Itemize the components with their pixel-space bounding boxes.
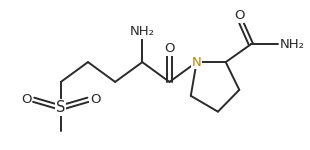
Text: O: O [90, 93, 100, 106]
Text: O: O [164, 42, 175, 55]
Text: O: O [21, 93, 32, 106]
Text: NH₂: NH₂ [280, 38, 305, 51]
Text: O: O [234, 9, 245, 22]
Text: N: N [192, 56, 202, 69]
Text: S: S [56, 100, 65, 115]
Text: NH₂: NH₂ [130, 25, 155, 38]
